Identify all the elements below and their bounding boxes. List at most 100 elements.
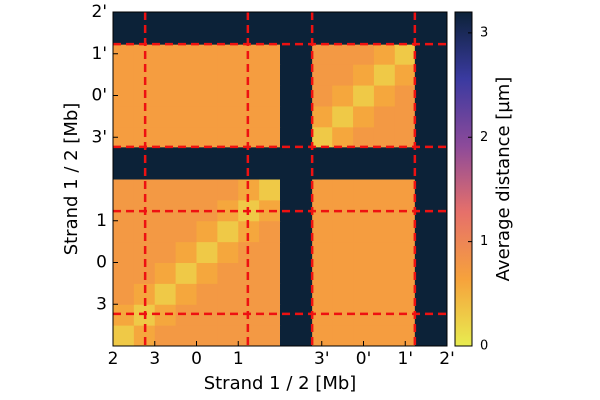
heatmap-cell	[133, 179, 156, 201]
heatmap-cell	[113, 241, 135, 263]
heatmap-cell	[217, 105, 239, 128]
heatmap-cell	[196, 105, 218, 128]
heatmap-cell	[414, 44, 448, 65]
heatmap-cell	[280, 241, 313, 263]
heatmap-cell	[280, 12, 313, 45]
heatmap-cell	[175, 262, 197, 284]
heatmap-cell	[196, 220, 218, 243]
heatmap-cell	[154, 241, 177, 263]
heatmap-cell	[113, 12, 135, 45]
heatmap-cell	[154, 126, 177, 148]
heatmap-cell	[394, 44, 416, 65]
heatmap-cell	[332, 126, 354, 148]
heatmap-cell	[280, 283, 313, 305]
heatmap-cell	[353, 283, 375, 305]
heatmap-cell	[332, 262, 354, 284]
heatmap-cell	[175, 325, 197, 347]
heatmap-cell	[113, 262, 135, 284]
heatmap-cell	[394, 179, 416, 201]
heatmap-cell	[217, 220, 239, 243]
y-tick-label: 0	[96, 253, 107, 273]
heatmap-cell	[154, 105, 177, 128]
heatmap-cell	[353, 126, 375, 148]
heatmap-cell	[133, 283, 156, 305]
heatmap-cell	[133, 146, 156, 180]
heatmap-cell	[154, 220, 177, 243]
heatmap-cell	[154, 179, 177, 201]
heatmap-cell	[154, 325, 177, 347]
heatmap-cell	[373, 12, 396, 45]
heatmap-cell	[113, 64, 135, 86]
heatmap-cell	[414, 283, 448, 305]
colorbar-tick-label: 0	[480, 339, 488, 354]
heatmap-cell	[259, 262, 281, 284]
heatmap-cell	[394, 146, 416, 180]
heatmap-cell	[196, 12, 218, 45]
heatmap-cell	[312, 241, 333, 263]
heatmap-cell	[280, 325, 313, 347]
heatmap-cell	[414, 325, 448, 347]
heatmap-cell	[332, 64, 354, 86]
heatmap-cell	[394, 85, 416, 107]
heatmap-cell	[259, 283, 281, 305]
heatmap-cell	[154, 85, 177, 107]
heatmap-cell	[414, 126, 448, 148]
y-tick-label: 0'	[92, 86, 108, 106]
heatmap-cell	[414, 105, 448, 128]
heatmap-cell	[280, 126, 313, 148]
heatmap-cell	[373, 146, 396, 180]
heatmap-cell	[217, 199, 239, 222]
heatmap-cell	[217, 12, 239, 45]
heatmap-cell	[414, 146, 448, 180]
heatmap-cell	[133, 126, 156, 148]
heatmap-cell	[113, 44, 135, 65]
heatmap-cell	[133, 325, 156, 347]
y-tick-label: 1	[96, 211, 107, 231]
heatmap-cell	[280, 105, 313, 128]
heatmap-cell	[196, 262, 218, 284]
heatmap-cell	[238, 64, 260, 86]
heatmap-cell	[332, 304, 354, 326]
heatmap-cell	[154, 146, 177, 180]
heatmap-cell	[175, 304, 197, 326]
heatmap-cell	[280, 179, 313, 201]
heatmap-cell	[133, 220, 156, 243]
heatmap-cell	[217, 304, 239, 326]
heatmap-cell	[312, 44, 333, 65]
heatmap-cell	[154, 64, 177, 86]
heatmap-cell	[259, 146, 281, 180]
heatmap-cell	[259, 85, 281, 107]
heatmap-cell	[373, 64, 396, 86]
heatmap-cell	[217, 179, 239, 201]
heatmap-cell	[332, 146, 354, 180]
heatmap-cell	[196, 44, 218, 65]
heatmap-cell	[259, 12, 281, 45]
heatmap-cell	[175, 12, 197, 45]
heatmap-cell	[175, 146, 197, 180]
heatmap-cell	[353, 44, 375, 65]
heatmap-cell	[312, 12, 333, 45]
heatmap-cell	[332, 241, 354, 263]
heatmap-cell	[154, 262, 177, 284]
heatmap-cell	[175, 220, 197, 243]
heatmap-cell	[332, 85, 354, 107]
heatmap-cell	[353, 241, 375, 263]
heatmap-cell	[217, 64, 239, 86]
heatmap-cell	[113, 283, 135, 305]
x-axis-label: Strand 1 / 2 [Mb]	[204, 373, 357, 394]
x-tick-label: 2'	[439, 349, 455, 369]
heatmap-cell	[113, 146, 135, 180]
heatmap-cell	[332, 105, 354, 128]
heatmap-cell	[414, 179, 448, 201]
heatmap-cell	[394, 126, 416, 148]
heatmap-cell	[332, 325, 354, 347]
heatmap-cell	[175, 283, 197, 305]
heatmap-cell	[217, 126, 239, 148]
heatmap-cell	[394, 64, 416, 86]
heatmap-cell	[353, 105, 375, 128]
heatmap-cell	[414, 64, 448, 86]
y-axis-label: Strand 1 / 2 [Mb]	[61, 103, 82, 256]
heatmap-cell	[280, 85, 313, 107]
heatmap-cell	[113, 179, 135, 201]
heatmap-cell	[414, 262, 448, 284]
